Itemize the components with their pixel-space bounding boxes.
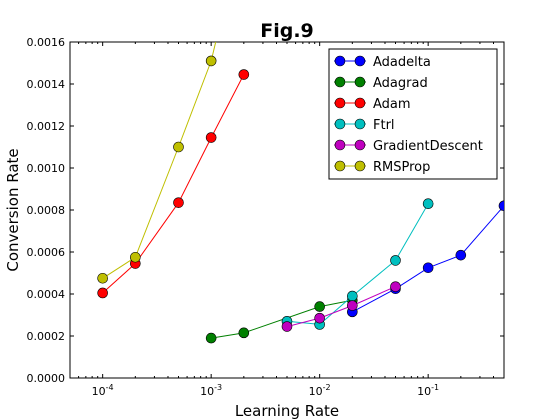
x-tick-label-exponent: -1 bbox=[431, 383, 439, 392]
data-point bbox=[422, 198, 434, 209]
legend-marker bbox=[354, 139, 366, 151]
legend-label: RMSProp bbox=[373, 160, 430, 175]
data-point bbox=[390, 281, 401, 292]
legend-item: Adam bbox=[334, 97, 411, 112]
x-tick-label: 10-1 bbox=[417, 383, 439, 398]
legend-marker bbox=[334, 118, 346, 130]
data-point bbox=[205, 332, 217, 344]
legend-box bbox=[328, 48, 498, 180]
data-point bbox=[238, 327, 250, 339]
data-point bbox=[347, 290, 358, 302]
series-adam bbox=[97, 69, 250, 299]
y-tick-label: 0.0000 bbox=[27, 372, 66, 385]
legend-label: Adagrad bbox=[373, 76, 428, 91]
y-tick-label: 0.0008 bbox=[27, 204, 66, 217]
legend-item: Adagrad bbox=[334, 76, 428, 91]
data-point bbox=[205, 132, 217, 143]
legend-marker bbox=[334, 55, 346, 67]
legend-marker bbox=[334, 139, 346, 151]
data-point bbox=[498, 200, 504, 212]
data-point bbox=[173, 141, 184, 153]
axis-ticks: 0.0000 0.0002 0.0004 0.0006 0.0008 0.0010 0.00… bbox=[27, 36, 505, 398]
x-axis-label: Learning Rate bbox=[235, 402, 339, 420]
legend-marker bbox=[334, 160, 346, 172]
legend-label: Adam bbox=[373, 97, 411, 112]
legend-item: Adadelta bbox=[334, 55, 431, 70]
legend-marker bbox=[334, 76, 346, 88]
legend-label: Ftrl bbox=[373, 118, 395, 133]
data-point bbox=[347, 300, 358, 311]
legend-marker bbox=[354, 160, 366, 172]
legend: Adadelta Adagrad Adam Ftrl GradientDescent RM… bbox=[328, 48, 498, 180]
y-tick-label: 0.0014 bbox=[27, 78, 66, 91]
x-tick-label-base: 10 bbox=[92, 385, 106, 398]
data-point bbox=[390, 255, 401, 266]
legend-item: Ftrl bbox=[334, 118, 395, 133]
data-point bbox=[97, 272, 108, 284]
legend-label: Adadelta bbox=[373, 55, 431, 70]
x-tick-label-base: 10 bbox=[417, 385, 431, 398]
legend-label: GradientDescent bbox=[373, 139, 483, 154]
x-tick-label-exponent: -2 bbox=[323, 383, 331, 392]
y-tick-label: 0.0006 bbox=[27, 246, 66, 259]
data-point bbox=[130, 251, 141, 263]
data-point bbox=[238, 69, 250, 80]
series-layer bbox=[97, 42, 504, 344]
data-point bbox=[422, 262, 434, 274]
legend-item: GradientDescent bbox=[334, 139, 483, 154]
data-point bbox=[205, 55, 217, 67]
chart-title: Fig.9 bbox=[260, 20, 314, 42]
data-point bbox=[314, 301, 325, 312]
x-tick-label: 10-3 bbox=[200, 383, 222, 398]
series-rmsprop bbox=[97, 42, 217, 284]
legend-marker bbox=[354, 76, 366, 88]
series-adagrad bbox=[205, 294, 358, 344]
data-point bbox=[455, 249, 467, 261]
x-tick-label: 10-2 bbox=[309, 383, 331, 398]
x-tick-label-base: 10 bbox=[200, 385, 214, 398]
y-tick-label: 0.0016 bbox=[27, 36, 66, 49]
y-tick-label: 0.0010 bbox=[27, 162, 66, 175]
y-axis-label: Conversion Rate bbox=[4, 148, 22, 271]
y-tick-label: 0.0002 bbox=[27, 330, 66, 343]
data-point bbox=[281, 321, 293, 332]
data-point bbox=[173, 197, 184, 208]
y-tick-label: 0.0004 bbox=[27, 288, 66, 301]
x-tick-label-exponent: -3 bbox=[214, 383, 222, 392]
legend-marker bbox=[354, 97, 366, 109]
x-tick-label: 10-4 bbox=[92, 383, 114, 398]
series-line bbox=[211, 299, 353, 339]
series-gradientdescent bbox=[281, 281, 401, 332]
legend-marker bbox=[334, 97, 346, 109]
series-line bbox=[286, 286, 396, 328]
data-point bbox=[314, 312, 325, 324]
legend-marker bbox=[354, 55, 366, 67]
data-point bbox=[97, 287, 108, 299]
x-tick-label-base: 10 bbox=[309, 385, 323, 398]
legend-marker bbox=[354, 118, 366, 130]
legend-item: RMSProp bbox=[334, 160, 430, 175]
y-tick-label: 0.0012 bbox=[27, 120, 66, 133]
x-tick-label-exponent: -4 bbox=[106, 383, 114, 392]
